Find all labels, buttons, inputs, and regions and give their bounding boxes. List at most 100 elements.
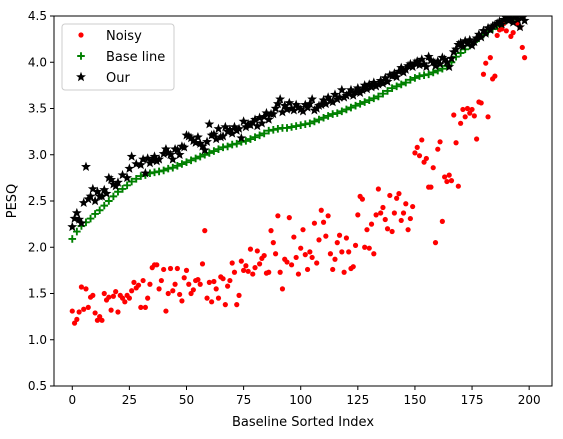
our-point — [151, 156, 162, 166]
our-point — [378, 78, 388, 88]
noisy-point — [378, 210, 384, 216]
noisy-point — [142, 304, 148, 310]
our-point — [188, 135, 199, 146]
our-point — [218, 131, 228, 141]
noisy-point — [225, 283, 231, 289]
base-line-point — [100, 201, 109, 210]
our-point — [165, 149, 176, 159]
our-point — [252, 120, 263, 131]
noisy-point — [458, 120, 464, 126]
noisy-point — [204, 295, 210, 301]
noisy-point — [391, 210, 397, 216]
base-line-point — [132, 175, 141, 183]
x-tick-label: 75 — [236, 393, 251, 407]
noisy-point — [499, 26, 505, 32]
base-line-point — [411, 74, 419, 82]
our-point — [92, 186, 103, 196]
noisy-point — [437, 139, 443, 145]
our-point — [316, 99, 327, 110]
our-point — [437, 52, 448, 62]
noisy-point — [352, 242, 359, 248]
noisy-point — [101, 290, 107, 297]
our-point — [229, 121, 240, 132]
noisy-point — [314, 260, 320, 266]
our-point — [204, 119, 215, 129]
noisy-point — [222, 302, 228, 308]
noisy-point — [295, 271, 302, 277]
noisy-point — [252, 265, 258, 271]
our-point — [295, 104, 306, 114]
our-point — [208, 129, 219, 139]
noisy-point — [430, 165, 436, 171]
base-line-point — [365, 96, 374, 104]
base-line-point — [214, 145, 223, 153]
our-point — [432, 56, 443, 66]
noisy-point — [254, 248, 260, 254]
our-point — [323, 92, 334, 102]
legend-item-base-line: Base line — [77, 50, 165, 65]
our-point — [183, 131, 194, 141]
noisy-point — [129, 288, 135, 294]
our-point — [284, 97, 295, 108]
our-point — [288, 105, 299, 115]
legend-label-base-line: Base line — [106, 50, 165, 65]
noisy-point — [179, 298, 185, 304]
noisy-point — [444, 178, 450, 185]
our-point — [307, 94, 318, 104]
our-point — [85, 191, 96, 201]
noisy-point — [355, 212, 361, 218]
our-point — [428, 57, 439, 67]
x-tick-label: 25 — [122, 393, 137, 407]
base-line-point — [360, 98, 369, 106]
noisy-point — [161, 266, 167, 273]
our-point — [90, 195, 101, 206]
our-point — [446, 53, 457, 63]
y-axis-label: PESQ — [5, 184, 20, 219]
our-point — [352, 82, 363, 93]
our-point — [362, 83, 372, 94]
noisy-point — [471, 113, 477, 119]
base-line-point — [319, 113, 328, 122]
noisy-point — [165, 290, 171, 297]
noisy-point — [243, 263, 249, 269]
noisy-point — [275, 213, 281, 219]
base-line-point — [306, 119, 314, 128]
base-line-point — [315, 115, 323, 124]
our-point — [371, 81, 382, 91]
our-point — [238, 116, 249, 126]
base-line-point — [260, 129, 268, 138]
base-line-point — [310, 117, 319, 126]
legend: Noisy Base line Our — [61, 23, 175, 91]
noisy-point — [311, 220, 318, 226]
our-point — [409, 57, 420, 68]
noisy-point — [432, 240, 439, 246]
our-point — [117, 169, 128, 180]
noisy-point — [250, 271, 256, 277]
noisy-point — [405, 227, 411, 233]
noisy-point — [76, 309, 82, 315]
x-tick-label: 125 — [346, 393, 369, 407]
base-line-point — [456, 49, 465, 57]
noisy-point — [464, 105, 471, 112]
noisy-point — [387, 192, 393, 199]
base-line-point — [388, 84, 396, 92]
noisy-point — [147, 281, 153, 287]
base-line-point — [401, 78, 410, 87]
our-point — [97, 191, 107, 201]
noisy-point — [439, 218, 445, 224]
series-our — [67, 16, 530, 232]
legend-marker-base-line — [77, 52, 85, 60]
noisy-point — [510, 30, 516, 36]
y-axis: 0.5 1.0 1.5 2.0 2.5 3.0 3.5 4.0 4.5 — [28, 9, 54, 393]
noisy-point — [382, 216, 388, 223]
our-point — [71, 207, 82, 218]
base-line-point — [191, 154, 200, 163]
noisy-point — [183, 267, 190, 273]
noisy-point — [407, 215, 413, 222]
base-line-point — [392, 82, 401, 91]
our-point — [197, 141, 208, 151]
our-point — [480, 28, 491, 38]
noisy-point — [211, 278, 217, 285]
noisy-point — [256, 261, 263, 267]
